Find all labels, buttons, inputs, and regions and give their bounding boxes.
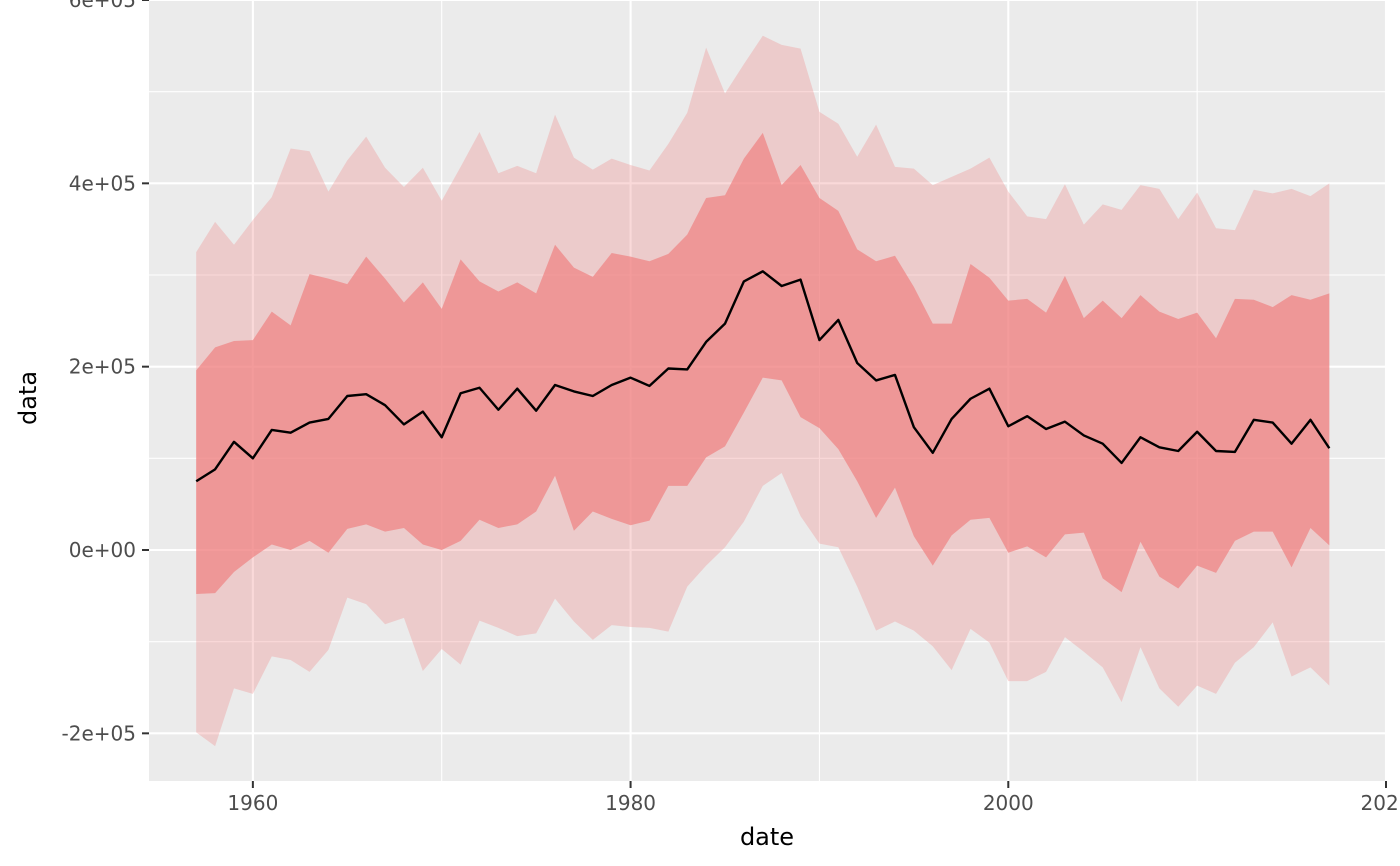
y-tick-label: 4e+05 — [69, 171, 136, 195]
y-tick-label: -2e+05 — [62, 721, 136, 745]
y-axis: -2e+05 0e+00 2e+05 4e+05 6e+05 — [62, 0, 149, 745]
y-tick-label: 0e+00 — [69, 538, 136, 562]
x-tick-label: 2000 — [983, 791, 1034, 815]
series-line — [195, 270, 1331, 483]
x-tick-label: 2020 — [1361, 791, 1400, 815]
lines — [195, 270, 1331, 483]
outer-ribbon — [196, 35, 1330, 747]
x-axis: 1960 1980 2000 2020 — [227, 781, 1400, 815]
x-tick-label: 1960 — [227, 791, 278, 815]
x-axis-title: date — [740, 823, 794, 851]
y-tick-label: 2e+05 — [69, 355, 136, 379]
y-tick-label: 6e+05 — [69, 0, 136, 12]
inner-ribbon — [196, 132, 1330, 595]
bands — [196, 35, 1330, 747]
x-tick-label: 1980 — [605, 791, 656, 815]
y-axis-title: data — [14, 371, 42, 425]
